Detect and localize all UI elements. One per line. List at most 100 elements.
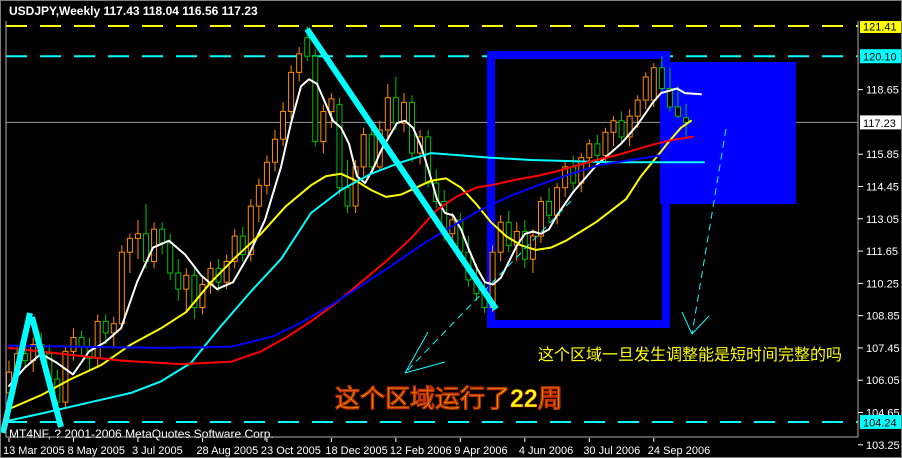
bear-candle [336,104,343,189]
annotation-zone-question: 这个区域一旦发生调整能是短时间完整的吗 [538,346,842,364]
price-tick-label: 110.25 [866,278,899,290]
bull-candle [586,143,593,159]
bear-candle [666,87,673,108]
date-tick-label: 4 Jun 2006 [519,445,573,457]
bear-candle [159,228,166,244]
date-tick-label: 30 Jul 2006 [583,445,640,457]
bull-candle [626,115,633,138]
bear-candle [344,187,351,207]
bear-candle [191,274,198,309]
bull-candle [642,76,649,101]
bull-candle [134,233,141,239]
bear-candle [167,242,174,274]
filled-blue-rectangle[interactable] [660,62,796,204]
date-tick-label: 9 Apr 2006 [454,445,507,457]
price-tick-label: 115.85 [866,149,899,161]
date-tick-label: 13 Mar 2005 [3,445,65,457]
price-tick-label: 113.05 [866,214,899,226]
bear-candle [594,143,601,156]
date-tick-label: 8 May 2005 [67,445,124,457]
date-tick-label: 23 Oct 2005 [261,445,321,457]
price-badge-label: 121.41 [863,22,897,34]
price-axis[interactable]: 118.65 115.85 114.45 113.05 111.65 110.25 108.… [858,21,902,452]
bull-candle [70,337,77,352]
bear-candle [392,97,399,124]
ma-cyan-slow [8,152,705,422]
price-badge [860,414,901,429]
bear-candle [570,166,577,184]
time-axis[interactable]: 13 Mar 2005 8 May 2005 3 Jul 2005 28 Aug 20… [3,438,710,457]
bull-candle [634,99,641,117]
date-tick-label: 3 Jul 2005 [132,445,183,457]
bull-candle [94,320,101,359]
ma-white-fast [8,78,702,387]
bull-candle [62,350,69,403]
bear-candle [239,235,246,256]
price-badge [860,115,901,130]
bull-candle [280,111,287,140]
outlined-blue-rectangle[interactable] [487,51,670,328]
bear-candle [683,117,690,123]
bull-candle [537,200,544,237]
bear-candle [618,120,625,138]
copyright-text: MT4NF, ? 2001-2006 MetaQuotes Software C… [9,427,274,441]
price-tick-label: 111.65 [866,246,898,258]
date-tick-label: 28 Aug 2005 [196,445,258,457]
bear-candle [312,55,319,143]
bear-candle [304,37,311,57]
bear-candle [433,182,440,202]
price-badge-label: 120.10 [863,52,897,64]
bear-candle [78,337,85,348]
bull-candle [110,323,117,334]
date-tick-label: 12 Feb 2006 [390,445,452,457]
bull-candle [602,131,609,156]
price-badge [860,21,901,33]
price-tick-label: 106.05 [866,375,900,387]
chart-title-bar: USDJPY,Weekly 117.43 118.04 116.56 117.2… [1,1,901,21]
bear-candle [175,272,182,290]
price-tick-label: 114.45 [866,181,899,193]
chart-title: USDJPY,Weekly 117.43 118.04 116.56 117.2… [9,4,258,18]
bull-candle [231,235,238,262]
bull-candle [384,97,391,131]
bear-candle [658,67,665,89]
bull-candle [497,221,504,253]
price-tick-label: 108.85 [866,311,900,323]
ma-blue-long [8,152,687,349]
annotation-zone-22weeks: 这个区域运行了22周 [335,384,563,413]
bull-candle [288,71,295,113]
bull-candle [223,260,230,283]
bear-candle [505,221,512,246]
bull-candle [360,134,367,168]
cyan-trendlines[interactable] [1,27,499,434]
ma-yellow-mid [8,119,692,410]
price-badge-label: 117.23 [863,118,896,130]
bull-candle [650,67,657,101]
price-tick-label: 103.25 [866,440,900,452]
bear-candle [368,134,375,168]
bull-candle [263,161,270,186]
bull-candle [118,251,125,325]
bull-candle [296,53,303,73]
bull-candle [255,184,262,207]
bull-candle [400,101,407,124]
bull-candle [320,111,327,143]
bull-candle [247,205,254,256]
cyan-dashed-arrows[interactable] [404,128,727,374]
date-tick-label: 18 Dec 2005 [325,445,387,457]
bull-candle [328,98,335,113]
price-badge-label: 104.24 [863,417,897,429]
price-tick-label: 118.65 [866,85,899,97]
ma-red-long [8,135,694,366]
bear-candle [546,200,553,216]
bull-candle [610,120,617,133]
bear-candle [102,320,109,334]
bear-candle [674,106,681,117]
date-tick-label: 24 Sep 2006 [648,445,710,457]
price-tick-label: 107.45 [866,343,900,355]
bull-candle [183,274,190,290]
bull-candle [126,237,133,253]
plot-frame [5,21,859,438]
price-badge [860,49,901,64]
